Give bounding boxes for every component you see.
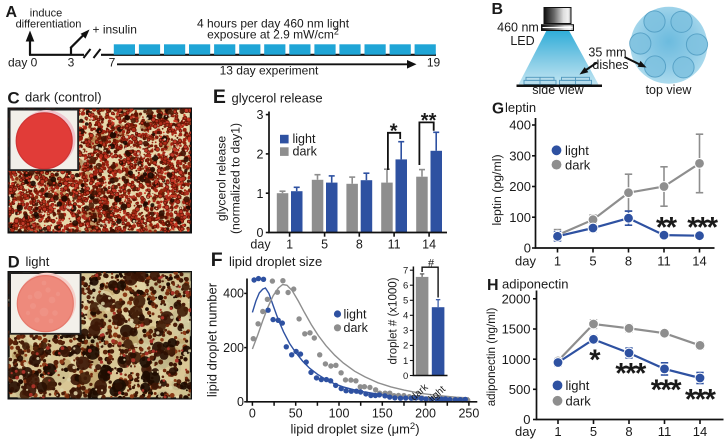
- svg-text:35 mm: 35 mm: [588, 46, 626, 60]
- svg-text:dark (control): dark (control): [25, 90, 102, 105]
- svg-text:19: 19: [427, 56, 441, 70]
- svg-text:LED: LED: [510, 34, 534, 48]
- svg-text:2: 2: [257, 148, 264, 162]
- svg-text:A: A: [6, 4, 18, 21]
- svg-text:glycerol release: glycerol release: [232, 91, 323, 106]
- svg-text:4 hours per day 460 nm light: 4 hours per day 460 nm light: [197, 17, 350, 31]
- svg-text:C: C: [7, 89, 19, 108]
- svg-text:day 0: day 0: [8, 56, 38, 70]
- svg-text:side view: side view: [532, 83, 584, 97]
- svg-text:(normalized to day1): (normalized to day1): [229, 123, 243, 234]
- svg-text:dishes: dishes: [592, 58, 628, 72]
- svg-text:+ insulin: + insulin: [93, 23, 137, 37]
- svg-text:glycerol release: glycerol release: [215, 136, 229, 222]
- svg-text:460 nm: 460 nm: [497, 21, 539, 35]
- svg-text:1: 1: [257, 187, 264, 201]
- svg-text:exposure at 2.9 mW/cm2: exposure at 2.9 mW/cm2: [207, 27, 339, 42]
- svg-text:top view: top view: [646, 83, 693, 97]
- svg-text:1: 1: [286, 237, 293, 251]
- svg-text:differentiation: differentiation: [16, 19, 82, 31]
- svg-text:light: light: [26, 254, 50, 269]
- svg-text:3: 3: [68, 56, 75, 70]
- svg-text:5: 5: [321, 237, 328, 251]
- svg-text:B: B: [492, 1, 504, 18]
- svg-text:E: E: [213, 86, 226, 108]
- svg-text:day: day: [250, 237, 271, 251]
- svg-text:D: D: [8, 254, 20, 272]
- svg-text:0: 0: [257, 226, 264, 240]
- svg-text:13 day experiment: 13 day experiment: [220, 64, 319, 78]
- svg-text:induce: induce: [30, 8, 62, 20]
- svg-text:7: 7: [109, 56, 116, 70]
- svg-text:3: 3: [257, 108, 264, 122]
